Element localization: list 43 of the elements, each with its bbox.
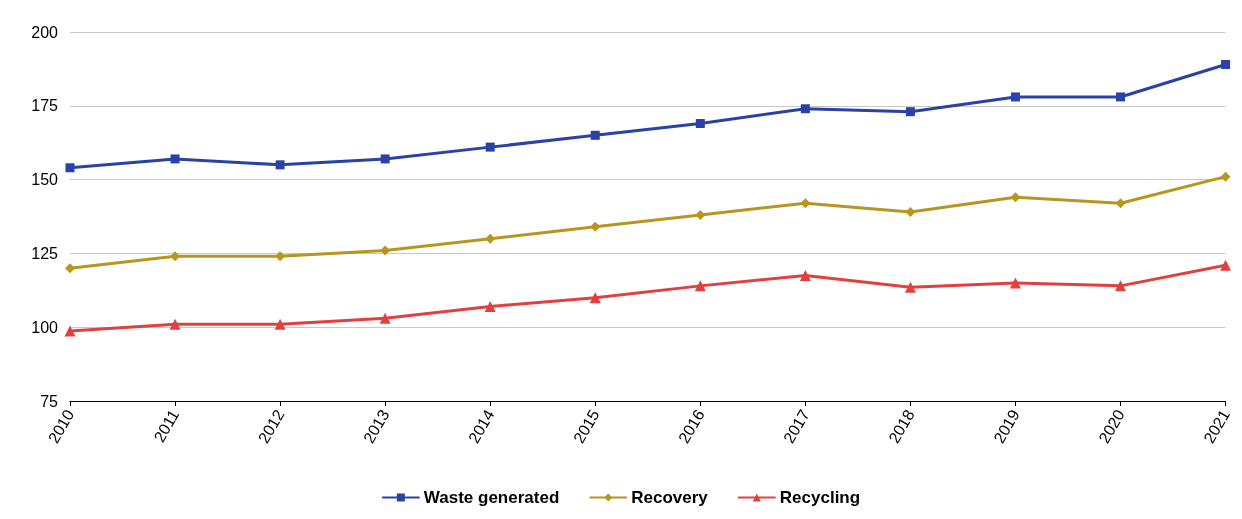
y-tick-label: 150 — [31, 171, 59, 189]
point — [905, 107, 915, 117]
point — [590, 221, 601, 232]
point — [484, 301, 496, 313]
point — [170, 154, 180, 164]
y-tick-label: 200 — [31, 23, 59, 41]
point — [1009, 277, 1021, 289]
point — [694, 280, 706, 292]
point — [1116, 92, 1126, 102]
legend-label: Recycling — [779, 488, 861, 507]
legend-label: Waste generated — [423, 488, 560, 507]
y-tick-label: 125 — [31, 244, 59, 262]
point — [65, 163, 75, 173]
point — [695, 210, 706, 221]
point — [65, 263, 75, 274]
point — [379, 312, 391, 324]
y-tick-label: 75 — [40, 392, 59, 410]
point — [485, 142, 495, 152]
legend-label: Recovery — [631, 488, 709, 507]
point — [800, 104, 810, 114]
y-tick-label: 100 — [31, 318, 59, 336]
point — [380, 154, 390, 164]
point — [275, 160, 285, 170]
point — [1115, 280, 1127, 292]
point — [695, 119, 705, 129]
point — [64, 325, 76, 337]
point — [590, 130, 600, 140]
point — [1220, 259, 1232, 271]
point — [275, 251, 286, 262]
point — [1010, 92, 1020, 102]
point — [274, 318, 286, 330]
point — [589, 292, 601, 304]
point — [904, 281, 916, 293]
point — [800, 198, 811, 209]
point — [905, 207, 916, 218]
point — [1220, 171, 1231, 182]
point — [169, 318, 181, 330]
point — [485, 233, 496, 244]
point — [1221, 59, 1231, 69]
point — [380, 245, 391, 256]
y-tick-label: 175 — [31, 97, 59, 115]
point — [1115, 198, 1126, 209]
point — [799, 270, 811, 282]
